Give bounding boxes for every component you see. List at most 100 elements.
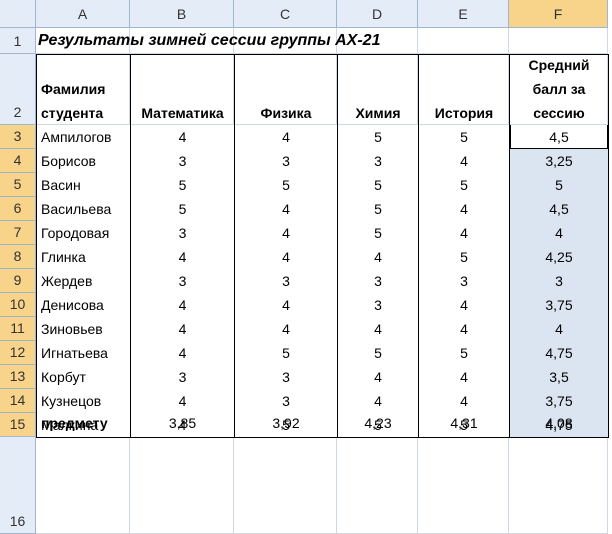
student-name: Корбут xyxy=(36,365,131,390)
corner xyxy=(0,0,36,28)
row-header[interactable]: 1 xyxy=(0,28,36,54)
grade-cell: 4 xyxy=(234,293,338,318)
grade-cell: 5 xyxy=(337,197,419,222)
student-name: Игнатьева xyxy=(36,341,131,366)
grade-cell: 3 xyxy=(130,365,235,390)
grade-cell: 3 xyxy=(337,149,419,174)
grade-cell: 4 xyxy=(337,389,419,414)
row-header[interactable]: 7 xyxy=(0,221,36,245)
grade-cell: 5 xyxy=(509,173,609,198)
grade-cell: 5 xyxy=(234,341,338,366)
row-header[interactable]: 14 xyxy=(0,389,36,413)
grid-cell[interactable] xyxy=(130,54,234,125)
row-header[interactable]: 12 xyxy=(0,341,36,365)
grade-cell: 4 xyxy=(130,245,235,270)
footer-average: 3,92 xyxy=(234,413,338,438)
row-header[interactable]: 16 xyxy=(0,437,36,534)
row-header[interactable]: 4 xyxy=(0,149,36,173)
grid-cell[interactable] xyxy=(337,437,418,534)
grade-cell: 4 xyxy=(234,197,338,222)
row-header[interactable]: 8 xyxy=(0,245,36,269)
row-header[interactable]: 5 xyxy=(0,173,36,197)
row-header[interactable]: 9 xyxy=(0,269,36,293)
student-name: Кузнецов xyxy=(36,389,131,414)
grade-cell: 4 xyxy=(130,293,235,318)
grade-cell: 4 xyxy=(337,365,419,390)
grade-cell: 4 xyxy=(130,125,235,150)
column-header[interactable]: A xyxy=(36,0,130,28)
grid-cell[interactable] xyxy=(36,54,130,125)
grid-cell[interactable] xyxy=(36,437,130,534)
row-header[interactable]: 3 xyxy=(0,125,36,149)
grid-cell[interactable] xyxy=(130,28,234,54)
grade-cell: 3 xyxy=(234,149,338,174)
grid-cell[interactable] xyxy=(418,437,509,534)
grade-cell: 4 xyxy=(234,317,338,342)
row-header[interactable]: 6 xyxy=(0,197,36,221)
grade-cell: 3 xyxy=(234,365,338,390)
grade-cell: 5 xyxy=(418,245,510,270)
grid-cell[interactable] xyxy=(36,28,130,54)
column-header[interactable]: B xyxy=(130,0,234,28)
student-name: Васин xyxy=(36,173,131,198)
student-name: Городовая xyxy=(36,221,131,246)
grid-cell[interactable] xyxy=(337,54,418,125)
grade-cell: 4 xyxy=(130,341,235,366)
grade-cell: 3 xyxy=(337,293,419,318)
grade-cell: 4 xyxy=(418,389,510,414)
student-name: Борисов xyxy=(36,149,131,174)
grade-cell: 4 xyxy=(130,389,235,414)
grade-cell: 4 xyxy=(130,317,235,342)
grade-cell: 4,75 xyxy=(509,413,609,438)
grade-cell: 5 xyxy=(130,197,235,222)
footer-average: 3,85 xyxy=(130,413,235,438)
grade-cell: 4,75 xyxy=(509,341,609,366)
grid-cell[interactable] xyxy=(509,437,608,534)
table-header: Математика xyxy=(130,54,235,126)
grid-cell[interactable] xyxy=(130,437,234,534)
grid-cell[interactable] xyxy=(418,28,509,54)
grade-cell: 5 xyxy=(337,341,419,366)
row-header[interactable]: 10 xyxy=(0,293,36,317)
grade-cell: 5 xyxy=(234,173,338,198)
table-header: Физика xyxy=(234,54,338,126)
grade-cell: 5 xyxy=(337,125,419,150)
column-header[interactable]: E xyxy=(418,0,509,28)
column-header[interactable]: F xyxy=(509,0,608,28)
grade-cell: 4 xyxy=(509,221,609,246)
footer-label: Средний балл группы по предмету xyxy=(36,413,131,438)
table-header: Химия xyxy=(337,54,419,126)
grade-cell: 4 xyxy=(418,293,510,318)
grade-cell: 4,5 xyxy=(509,125,609,150)
grid-cell[interactable] xyxy=(234,28,337,54)
grid-cell[interactable] xyxy=(509,54,608,125)
grade-cell: 4 xyxy=(337,317,419,342)
footer-average: 4,23 xyxy=(337,413,419,438)
row-header[interactable]: 11 xyxy=(0,317,36,341)
student-name: Жердев xyxy=(36,269,131,294)
grid-cell[interactable] xyxy=(418,54,509,125)
grade-cell: 3 xyxy=(130,269,235,294)
grade-cell: 5 xyxy=(130,173,235,198)
grade-cell: 4 xyxy=(234,221,338,246)
grade-cell: 3 xyxy=(418,269,510,294)
grade-cell: 3 xyxy=(234,269,338,294)
row-header[interactable]: 15 xyxy=(0,413,36,437)
grade-cell: 4 xyxy=(234,125,338,150)
grade-cell: 4 xyxy=(418,149,510,174)
grid-cell[interactable] xyxy=(337,28,418,54)
grid-cell[interactable] xyxy=(234,54,337,125)
grade-cell: 5 xyxy=(418,125,510,150)
grid-cell[interactable] xyxy=(509,28,608,54)
grade-cell: 4 xyxy=(337,245,419,270)
table-header: Фамилия студента xyxy=(36,54,131,126)
row-header[interactable]: 13 xyxy=(0,365,36,389)
grade-cell: 4 xyxy=(418,317,510,342)
column-header[interactable]: D xyxy=(337,0,418,28)
row-header[interactable]: 2 xyxy=(0,54,36,125)
grade-cell: 3,75 xyxy=(509,389,609,414)
grid-cell[interactable] xyxy=(234,437,337,534)
column-header[interactable]: C xyxy=(234,0,337,28)
sheet-title: Результаты зимней сессии группы АХ-21 xyxy=(38,32,381,49)
